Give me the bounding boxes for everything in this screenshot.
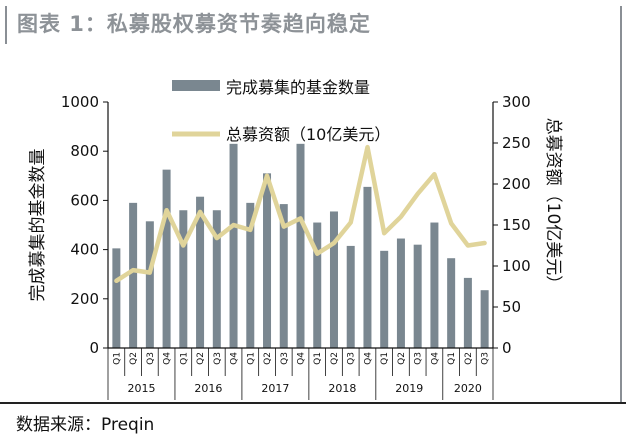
bar-fund-count (196, 196, 205, 348)
year-tick-label: 2020 (454, 382, 482, 395)
quarter-tick-label: Q4 (363, 352, 373, 365)
quarter-tick-label: Q1 (447, 352, 457, 365)
bar-fund-count (296, 143, 305, 348)
quarter-tick-label: Q4 (297, 352, 307, 365)
quarter-tick-label: Q3 (280, 352, 290, 365)
quarter-tick-label: Q2 (464, 352, 474, 365)
right-tick-label: 50 (502, 298, 521, 316)
right-axis-title: 总募资额（10亿美元） (543, 118, 563, 293)
bar-fund-count (246, 202, 255, 348)
quarter-tick-label: Q2 (263, 352, 273, 365)
right-tick-label: 150 (502, 216, 531, 234)
chart-title: 图表 1：私募股权募资节奏趋向稳定 (17, 12, 371, 36)
legend-label-bar: 完成募集的基金数量 (226, 78, 370, 97)
quarter-tick-label: Q3 (213, 352, 223, 365)
bar-fund-count (279, 204, 288, 348)
right-tick-label: 100 (502, 257, 531, 275)
year-tick-label: 2015 (127, 382, 155, 395)
quarter-tick-label: Q4 (430, 352, 440, 365)
footer-rule (0, 402, 626, 404)
bar-fund-count (162, 169, 171, 348)
bar-fund-count (447, 258, 456, 348)
bar-fund-count (463, 277, 472, 348)
frame-right-rule (620, 6, 622, 402)
bar-fund-count (179, 210, 188, 348)
bar-fund-count (145, 221, 154, 348)
title-left-rule (5, 6, 7, 44)
bar-fund-count (396, 238, 405, 348)
line-total-capital (114, 144, 487, 284)
quarter-tick-label: Q3 (414, 352, 424, 365)
right-tick-label: 200 (502, 175, 531, 193)
bar-fund-count (380, 250, 389, 348)
left-tick-label: 800 (70, 142, 99, 160)
quarter-tick-label: Q3 (146, 352, 156, 365)
quarter-tick-label: Q1 (246, 352, 256, 365)
bar-fund-count (346, 245, 355, 348)
year-tick-label: 2017 (261, 382, 289, 395)
left-tick-label: 0 (89, 339, 99, 357)
bar-fund-count (229, 143, 238, 348)
left-tick-label: 1000 (61, 93, 99, 111)
year-tick-label: 2019 (395, 382, 423, 395)
right-tick-label: 0 (502, 339, 512, 357)
bar-fund-count (329, 211, 338, 348)
year-tick-label: 2018 (328, 382, 356, 395)
left-tick-label: 200 (70, 290, 99, 308)
bar-fund-count (112, 248, 121, 348)
right-tick-label: 250 (502, 134, 531, 152)
quarter-tick-label: Q2 (196, 352, 206, 365)
left-axis-title: 完成募集的基金数量 (28, 149, 48, 302)
quarter-tick-label: Q1 (112, 352, 122, 365)
quarter-tick-label: Q4 (163, 352, 173, 365)
quarter-tick-label: Q1 (313, 352, 323, 365)
quarter-tick-label: Q3 (347, 352, 357, 365)
bar-fund-count (263, 173, 272, 348)
quarter-tick-label: Q2 (129, 352, 139, 365)
quarter-tick-label: Q2 (397, 352, 407, 365)
bar-fund-count (480, 290, 489, 348)
bar-fund-count (430, 222, 439, 348)
quarter-tick-label: Q4 (230, 352, 240, 365)
quarter-tick-label: Q3 (481, 352, 491, 365)
left-tick-label: 400 (70, 241, 99, 259)
bar-fund-count (212, 210, 221, 348)
source-note: 数据来源：Preqin (16, 415, 155, 435)
legend-label-line: 总募资额（10亿美元） (226, 125, 390, 144)
quarter-tick-label: Q1 (380, 352, 390, 365)
bar-fund-count (129, 202, 138, 348)
legend-swatch-bar (172, 80, 220, 91)
bar-fund-count (313, 222, 322, 348)
bar-fund-count (413, 244, 422, 348)
quarter-tick-label: Q2 (330, 352, 340, 365)
bar-fund-count (363, 186, 372, 348)
right-tick-label: 300 (502, 93, 531, 111)
year-tick-label: 2016 (194, 382, 222, 395)
left-tick-label: 600 (70, 191, 99, 209)
quarter-tick-label: Q1 (179, 352, 189, 365)
